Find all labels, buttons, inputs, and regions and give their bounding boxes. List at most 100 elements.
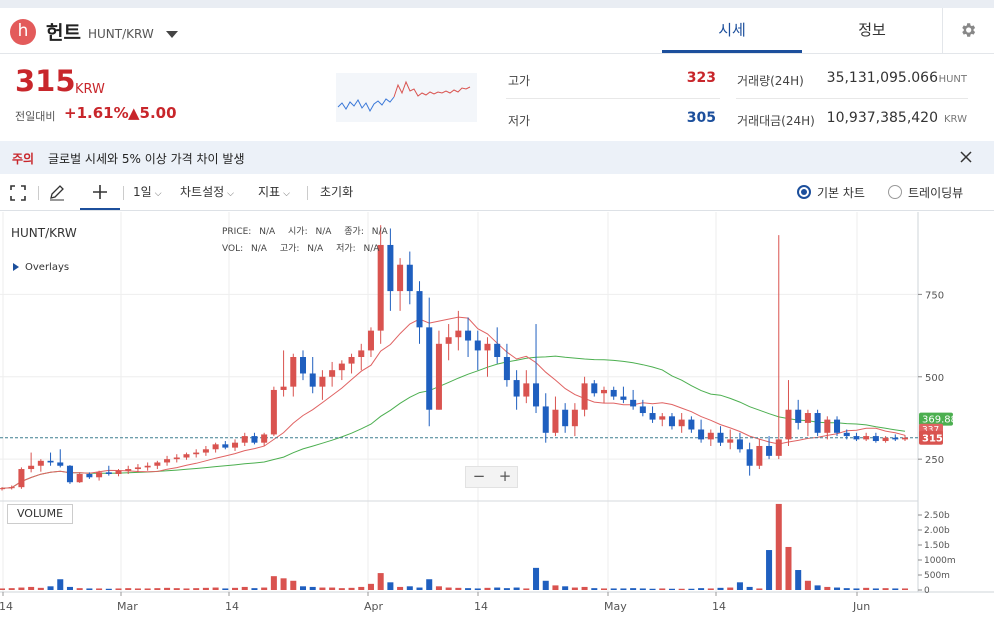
volume-bar <box>717 587 724 590</box>
current-price-tag-label: 315 <box>922 434 943 445</box>
volume-bar <box>503 588 510 590</box>
coin-header: h 헌트 HUNT/KRW 시세 정보 <box>0 8 994 54</box>
volume-bar <box>445 587 452 590</box>
reset-button[interactable]: 초기화 <box>320 185 354 199</box>
price-chart[interactable]: 750 500 250 2.50b 2.00b 1.50b 1000m 500m 0 369.88… <box>0 212 994 632</box>
fullscreen-button[interactable] <box>10 175 30 210</box>
volume-bar <box>377 573 384 590</box>
candle-body <box>649 413 656 420</box>
candle-body <box>397 264 404 292</box>
volume-bar <box>901 588 909 590</box>
tab-info[interactable]: 정보 <box>858 21 886 39</box>
candle-body <box>154 462 161 466</box>
interval-select[interactable]: 1일 ⌵ <box>133 175 162 210</box>
crosshair-button[interactable] <box>80 175 120 210</box>
volume-bar <box>397 586 404 590</box>
candle-body <box>562 409 569 427</box>
candle-body <box>698 429 705 440</box>
candle-body <box>775 439 782 456</box>
change-percent: +1.61% <box>64 104 129 122</box>
volume-bar <box>348 587 355 590</box>
candle-body <box>319 376 326 387</box>
volume-bar <box>290 580 297 590</box>
time-tick-label: 14 <box>474 600 488 613</box>
candle-body <box>222 444 229 448</box>
change-amount: ▲5.00 <box>128 104 177 122</box>
candle-body <box>727 439 734 443</box>
volume-bar <box>746 586 753 590</box>
candlestick-chart[interactable]: 750 500 250 2.50b 2.00b 1.50b 1000m 500m 0 369.88… <box>0 212 994 632</box>
chart-settings-menu[interactable]: 차트설정 ⌵ <box>180 175 234 210</box>
candle-body <box>552 409 559 433</box>
time-tick-label: Apr <box>364 600 384 613</box>
candle-body <box>57 462 64 466</box>
candle-body <box>678 419 685 427</box>
high-price-row: 고가 323 <box>506 59 720 99</box>
volume-bar <box>270 576 277 590</box>
volume-bar <box>367 583 374 590</box>
volume-bar <box>280 578 287 590</box>
chevron-down-icon: ⌵ <box>283 189 290 199</box>
tradingview-label[interactable]: 트레이딩뷰 <box>908 186 964 200</box>
candle-body <box>18 469 25 488</box>
open-label: 시가: <box>288 227 308 237</box>
candle-body <box>465 330 472 341</box>
indicators-menu[interactable]: 지표 ⌵ <box>258 175 290 210</box>
volume-bar <box>853 588 860 590</box>
top-strip <box>0 0 994 8</box>
candle-body <box>503 357 510 381</box>
volume-bar <box>639 588 646 590</box>
volume-pane-label: VOLUME <box>7 504 73 524</box>
current-price-tag <box>919 430 943 445</box>
settings-button[interactable] <box>942 8 994 53</box>
draw-button[interactable] <box>48 175 70 210</box>
tab-quote[interactable]: 시세 <box>662 8 802 53</box>
toolbar-divider <box>38 186 39 200</box>
candle-body <box>338 363 345 371</box>
volume-bar <box>0 588 6 590</box>
zoom-out-button[interactable]: − <box>472 467 486 485</box>
indicators-label: 지표 <box>258 185 281 199</box>
candle-body <box>610 389 617 397</box>
candle-body <box>591 383 598 394</box>
volume-bar <box>668 588 675 590</box>
volume-bar <box>581 586 588 590</box>
candle-body <box>435 343 442 410</box>
candle-body <box>66 465 73 483</box>
basic-chart-label[interactable]: 기본 차트 <box>817 186 865 200</box>
time-tick-label: 14 <box>225 600 239 613</box>
candle-body <box>86 473 93 478</box>
candle-body <box>639 406 646 414</box>
overlays-toggle[interactable]: Overlays <box>13 262 69 273</box>
volume-bar <box>212 587 219 590</box>
basic-chart-radio[interactable] <box>797 185 811 199</box>
volume-tick-label: 500m <box>924 571 950 581</box>
volume-bar <box>309 586 316 590</box>
coin-name[interactable]: 헌트 <box>46 22 81 44</box>
high-value: N/A <box>307 244 324 254</box>
close-icon[interactable] <box>959 150 973 164</box>
candle-body <box>814 413 821 433</box>
ma-long-tag <box>919 412 953 426</box>
chevron-down-icon[interactable] <box>166 31 178 38</box>
candle-body <box>717 432 724 443</box>
tradingview-radio[interactable] <box>888 185 902 199</box>
volume-bar <box>552 585 559 590</box>
volume-bar <box>843 588 850 590</box>
high-label: 고가: <box>279 244 300 254</box>
candle-body <box>348 357 355 364</box>
volume-bar <box>232 587 239 590</box>
ma-short-line <box>1 316 906 489</box>
volume-bar <box>183 588 190 590</box>
volume-bar <box>105 588 112 590</box>
candle-body <box>358 350 365 357</box>
volume-bar <box>863 587 870 590</box>
volume-bar <box>571 587 578 590</box>
candle-body <box>329 370 336 377</box>
fullscreen-icon <box>10 185 26 201</box>
zoom-in-button[interactable]: + <box>498 467 512 485</box>
amount-value: 10,937,385,420 <box>826 110 938 126</box>
candle-body <box>426 327 433 410</box>
volume-bar <box>47 586 54 590</box>
candle-body <box>785 409 792 440</box>
